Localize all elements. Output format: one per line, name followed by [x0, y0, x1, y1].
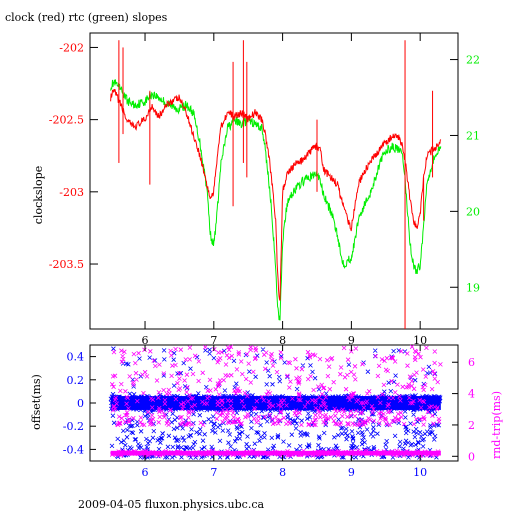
y2-tick-label: 0: [468, 450, 475, 463]
x-tick-label: 9: [348, 334, 355, 347]
y2-tick-label: 6: [468, 356, 475, 369]
series-line-rtc: [110, 79, 442, 321]
offset-x-axis: 6 7 8 9 10: [142, 345, 427, 479]
footer-caption: 2009-04-05 fluxon.physics.ubc.ca: [78, 498, 264, 511]
y-tick-label: -202: [59, 41, 84, 54]
slope-plot-frame: [89, 32, 459, 330]
y2-tick-label: 19: [466, 281, 480, 294]
x-tick-label: 6: [142, 466, 149, 479]
x-tick-label: 8: [279, 334, 286, 347]
offset-plot: 6 7 8 9 10 0.4 0.2 0 -0.2 -0.4 0 2 4 6 offset(ms) r…: [30, 344, 503, 479]
y2-tick-label: 2: [468, 419, 475, 432]
x-tick-label: 10: [413, 466, 427, 479]
y-tick-label: 0.4: [67, 351, 85, 364]
slope-series: [110, 40, 442, 329]
chart-title: clock (red) rtc (green) slopes: [5, 11, 168, 24]
slope-x-axis: 6 7 8 9 10: [142, 33, 427, 347]
y-tick-label: 0: [77, 397, 84, 410]
y-tick-label: -203: [59, 186, 84, 199]
y-tick-label: 0.2: [67, 374, 85, 387]
slope-y2-axis: 19 20 21 22: [450, 54, 480, 294]
y2-tick-label: 21: [466, 129, 480, 142]
x-tick-label: 8: [279, 466, 286, 479]
rndtrip-y-axis: 0 2 4 6: [452, 356, 475, 463]
y2-tick-label: 20: [466, 205, 480, 218]
series-line-clock: [110, 88, 442, 301]
offset-series: [108, 344, 443, 460]
y2-tick-label: 22: [466, 54, 480, 67]
x-tick-label: 7: [210, 466, 217, 479]
slope-y-axis-label: clockslope: [32, 166, 45, 224]
y-tick-label: -0.4: [63, 443, 84, 456]
x-tick-label: 7: [210, 334, 217, 347]
rndtrip-markers: [109, 344, 443, 458]
y-tick-label: -202.5: [49, 114, 84, 127]
x-tick-label: 10: [413, 334, 427, 347]
offset-y-axis: 0.4 0.2 0 -0.2 -0.4: [63, 351, 96, 456]
slope-y-axis: -202 -202.5 -203 -203.5: [49, 41, 98, 271]
x-tick-label: 6: [142, 334, 149, 347]
offset-y-axis-label: offset(ms): [30, 374, 43, 430]
slope-plot: 6 7 8 9 10 -202 -202.5 -203 -203.5 19 20 21 22 clo…: [32, 32, 480, 347]
x-tick-label: 9: [348, 466, 355, 479]
y-tick-label: -0.2: [63, 420, 84, 433]
y-tick-label: -203.5: [49, 258, 84, 271]
rndtrip-y-axis-label: rnd-trip(ms): [490, 391, 503, 459]
y2-tick-label: 4: [468, 388, 475, 401]
